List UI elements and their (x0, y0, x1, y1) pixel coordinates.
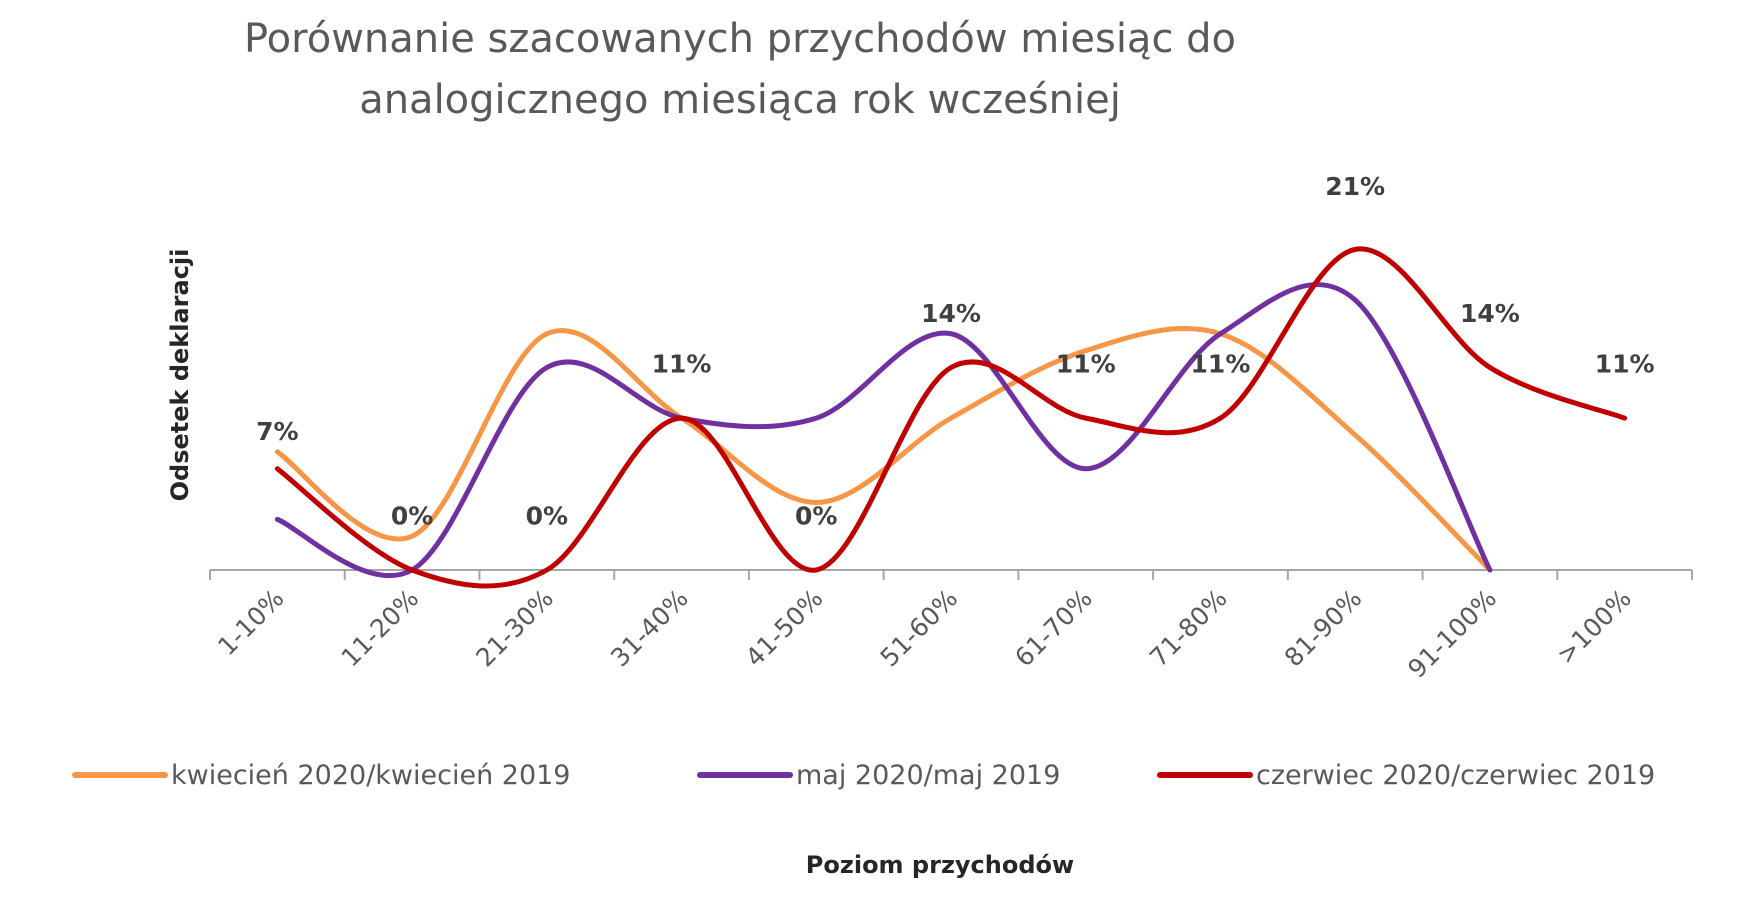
legend: kwiecień 2020/kwiecień 2019 maj 2020/maj … (72, 760, 1655, 791)
series-line-1 (274, 325, 1493, 573)
series-line-3 (274, 246, 1628, 589)
x-tick-label: >100% (1551, 584, 1637, 670)
legend-label-3: czerwiec 2020/czerwiec 2019 (1256, 760, 1655, 791)
series-line-2 (274, 282, 1493, 579)
y-axis-title: Odsetek deklaracji (166, 249, 194, 502)
x-tick-label: 31-40% (605, 584, 694, 673)
data-label: 7% (256, 417, 298, 446)
x-tick-label: 51-60% (875, 584, 964, 673)
data-label: 11% (1191, 349, 1251, 378)
data-label: 14% (921, 299, 981, 328)
x-tick-label: 91-100% (1402, 584, 1502, 684)
data-label: 14% (1460, 299, 1520, 328)
data-labels: 7% 0% 0% 11% 0% 14% 11% 11% 21% 14% 11% (256, 172, 1654, 530)
data-label: 11% (1056, 349, 1116, 378)
x-tick-label: 81-90% (1279, 584, 1368, 673)
x-axis-ticks (209, 570, 1693, 580)
chart-title-line-2: analogicznego miesiąca rok wcześniej (359, 77, 1121, 123)
data-label: 0% (526, 501, 568, 530)
series-lines (274, 246, 1628, 589)
x-tick-label: 21-30% (470, 584, 559, 673)
data-label: 11% (652, 349, 712, 378)
x-axis-tick-labels: 1-10% 11-20% 21-30% 31-40% 41-50% 51-60% 61-70… (212, 584, 1637, 684)
legend-label-1: kwiecień 2020/kwiecień 2019 (171, 760, 571, 791)
x-tick-label: 61-70% (1009, 584, 1098, 673)
chart-title-line-1: Porównanie szacowanych przychodów miesią… (244, 16, 1236, 62)
x-axis-title: Poziom przychodów (806, 851, 1074, 879)
x-tick-label: 1-10% (212, 584, 289, 661)
x-tick-label: 71-80% (1144, 584, 1233, 673)
legend-label-2: maj 2020/maj 2019 (796, 760, 1060, 791)
data-label: 0% (795, 501, 837, 530)
data-label: 21% (1325, 172, 1385, 201)
data-label: 0% (391, 501, 433, 530)
x-tick-label: 41-50% (740, 584, 829, 673)
x-tick-label: 11-20% (336, 584, 425, 673)
data-label: 11% (1595, 349, 1655, 378)
